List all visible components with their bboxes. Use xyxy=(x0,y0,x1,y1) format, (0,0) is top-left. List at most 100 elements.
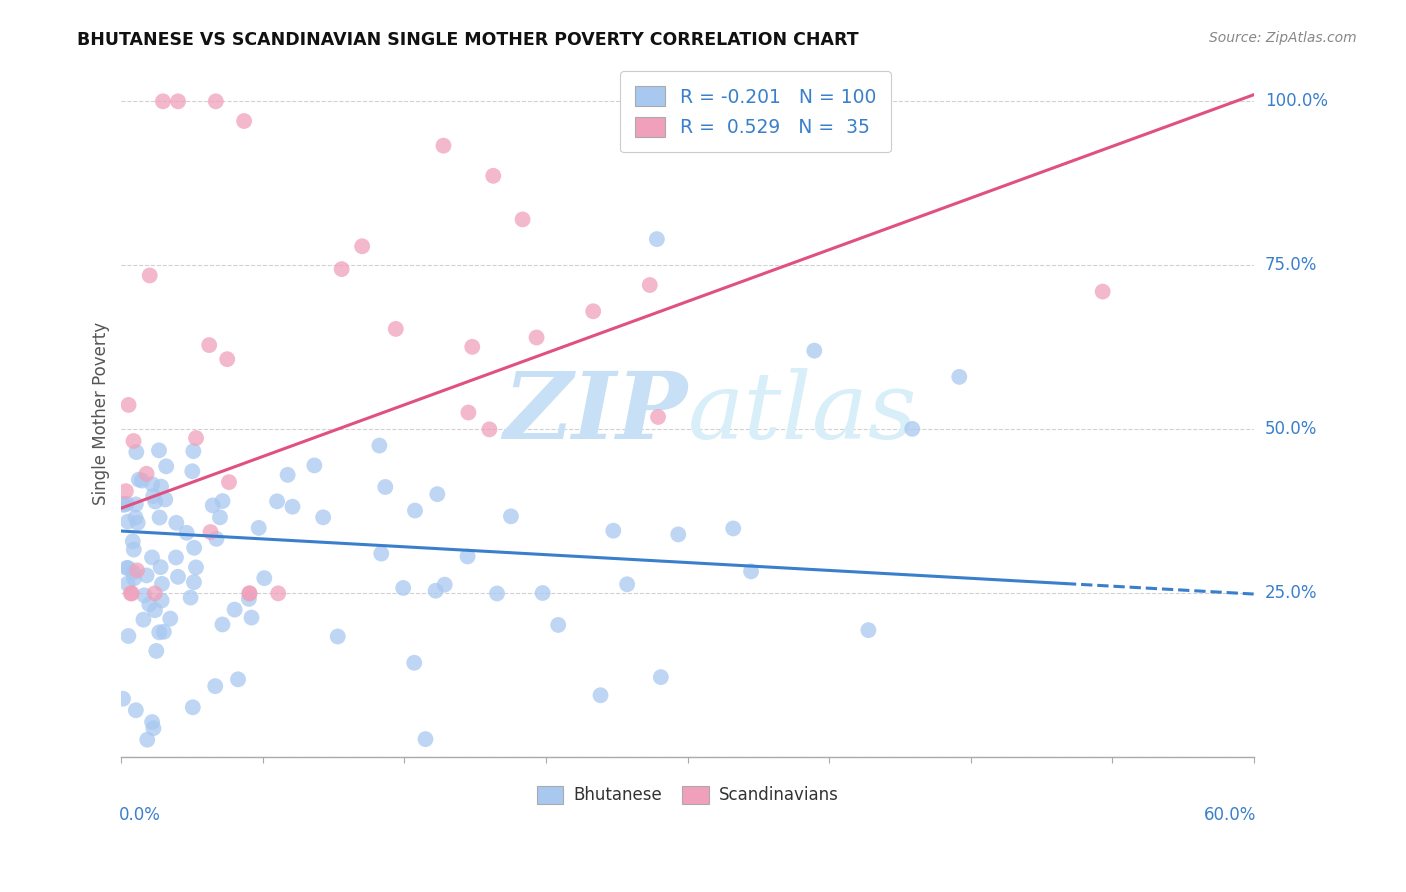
Point xyxy=(238,591,260,606)
Point xyxy=(218,475,240,489)
Point xyxy=(204,95,226,109)
Point xyxy=(117,398,139,412)
Point xyxy=(142,489,165,503)
Point xyxy=(135,467,157,481)
Point xyxy=(122,434,145,448)
Point xyxy=(143,603,166,617)
Point xyxy=(253,571,276,585)
Point xyxy=(132,613,155,627)
Point xyxy=(415,732,437,747)
Point xyxy=(155,459,177,474)
Point xyxy=(184,560,207,574)
Point xyxy=(181,700,204,714)
Point xyxy=(153,624,176,639)
Point xyxy=(148,625,170,640)
Point xyxy=(247,521,270,535)
Point xyxy=(117,576,139,591)
Point xyxy=(589,688,612,702)
Point xyxy=(370,547,392,561)
Point xyxy=(135,568,157,582)
Point xyxy=(125,703,148,717)
Point xyxy=(125,563,148,577)
Point xyxy=(200,524,222,539)
Point xyxy=(111,691,134,706)
Point xyxy=(117,629,139,643)
Point xyxy=(858,623,880,637)
Point xyxy=(143,586,166,600)
Point xyxy=(141,477,163,491)
Point xyxy=(211,494,233,508)
Point xyxy=(368,439,391,453)
Y-axis label: Single Mother Poverty: Single Mother Poverty xyxy=(93,321,110,505)
Point xyxy=(211,617,233,632)
Point xyxy=(112,498,135,512)
Point xyxy=(224,602,246,616)
Legend: Bhutanese, Scandinavians: Bhutanese, Scandinavians xyxy=(530,779,845,811)
Point xyxy=(277,467,299,482)
Point xyxy=(457,549,479,564)
Point xyxy=(138,597,160,611)
Point xyxy=(143,494,166,508)
Point xyxy=(167,95,190,109)
Point xyxy=(150,479,173,493)
Point xyxy=(238,586,260,600)
Point xyxy=(233,114,256,128)
Point xyxy=(208,510,231,524)
Point xyxy=(352,239,374,253)
Point xyxy=(165,550,187,565)
Point xyxy=(176,525,198,540)
Point xyxy=(486,586,509,600)
Point xyxy=(803,343,825,358)
Point xyxy=(582,304,605,318)
Point xyxy=(901,422,924,436)
Point xyxy=(128,473,150,487)
Point xyxy=(457,405,479,419)
Point xyxy=(374,480,396,494)
Point xyxy=(404,503,426,517)
Point xyxy=(426,487,449,501)
Point xyxy=(240,610,263,624)
Point xyxy=(122,542,145,557)
Point xyxy=(616,577,638,591)
Point xyxy=(723,521,745,535)
Point xyxy=(281,500,304,514)
Point xyxy=(666,527,689,541)
Text: ZIP: ZIP xyxy=(503,368,688,458)
Point xyxy=(183,541,205,555)
Point xyxy=(267,586,290,600)
Point xyxy=(138,268,160,283)
Text: BHUTANESE VS SCANDINAVIAN SINGLE MOTHER POVERTY CORRELATION CHART: BHUTANESE VS SCANDINAVIAN SINGLE MOTHER … xyxy=(77,31,859,49)
Point xyxy=(122,571,145,585)
Point xyxy=(184,431,207,445)
Text: Source: ZipAtlas.com: Source: ZipAtlas.com xyxy=(1209,31,1357,45)
Point xyxy=(304,458,326,473)
Point xyxy=(425,583,447,598)
Point xyxy=(152,95,174,109)
Point xyxy=(148,443,170,458)
Point xyxy=(1091,285,1114,299)
Point xyxy=(150,577,173,591)
Point xyxy=(385,322,408,336)
Text: 25.0%: 25.0% xyxy=(1265,584,1317,602)
Point xyxy=(180,591,202,605)
Point xyxy=(122,566,145,580)
Point xyxy=(948,370,970,384)
Point xyxy=(512,212,534,227)
Point xyxy=(117,561,139,575)
Point xyxy=(165,516,187,530)
Point xyxy=(149,510,172,524)
Point xyxy=(141,550,163,565)
Point xyxy=(121,534,143,549)
Point xyxy=(141,714,163,729)
Point xyxy=(392,581,415,595)
Point xyxy=(134,588,156,602)
Point xyxy=(145,644,167,658)
Point xyxy=(433,577,456,591)
Text: 75.0%: 75.0% xyxy=(1265,256,1317,275)
Point xyxy=(201,499,224,513)
Point xyxy=(167,570,190,584)
Point xyxy=(526,330,548,344)
Point xyxy=(120,586,142,600)
Point xyxy=(547,618,569,632)
Point xyxy=(404,656,426,670)
